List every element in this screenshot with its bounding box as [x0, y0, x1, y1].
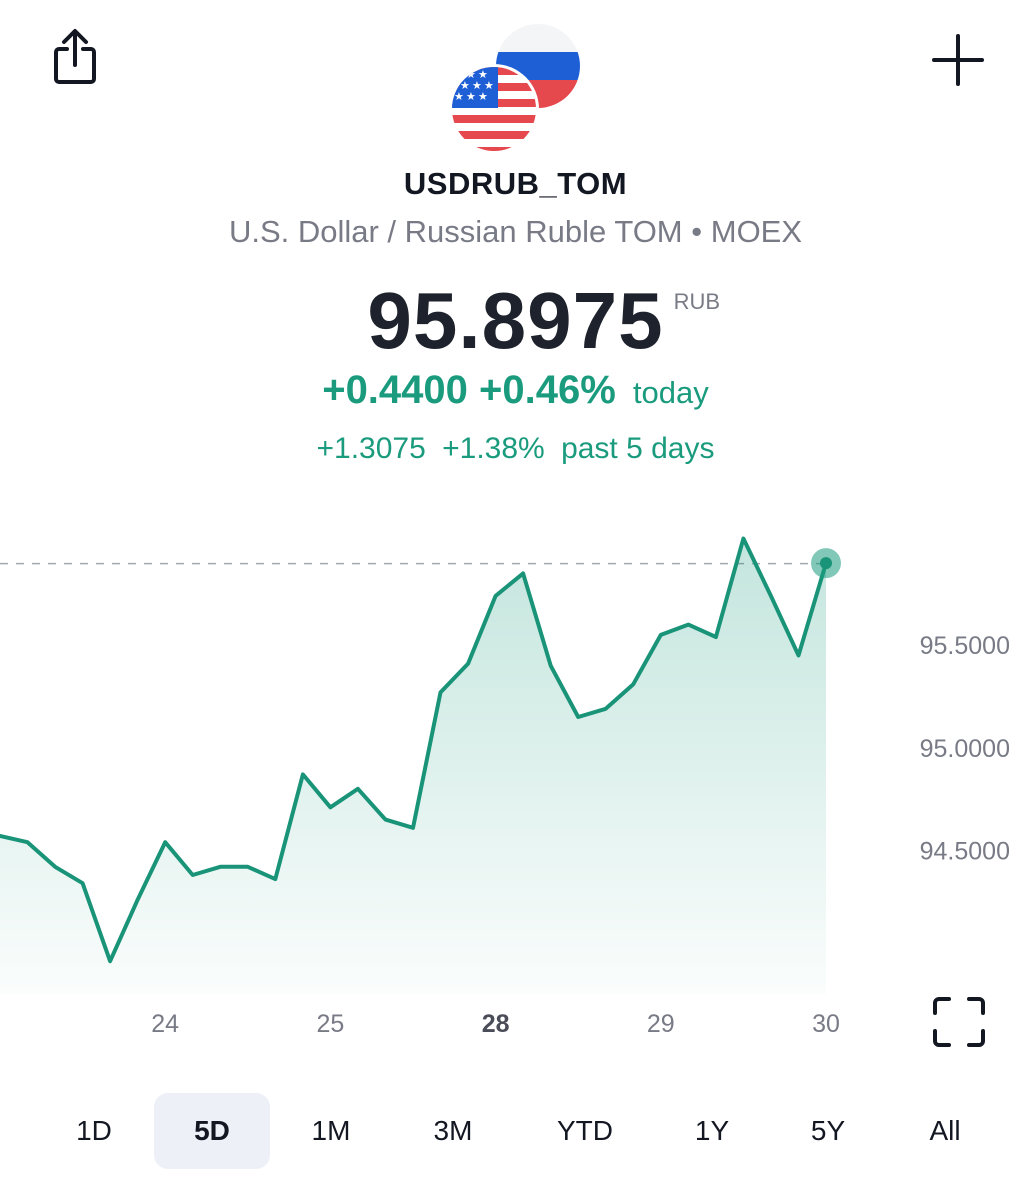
change-period-percent: +1.38% [442, 432, 545, 465]
range-1d-button[interactable]: 1D [76, 1115, 112, 1146]
x-axis-tick-label: 29 [647, 1010, 675, 1038]
svg-text:★: ★ [478, 68, 488, 81]
share-icon [54, 29, 96, 84]
range-1y-button[interactable]: 1Y [694, 1115, 730, 1146]
x-axis-tick-label: 25 [316, 1010, 344, 1038]
svg-text:★: ★ [484, 79, 494, 92]
x-axis-tick-label: 30 [812, 1010, 840, 1038]
share-button[interactable] [40, 22, 110, 92]
currency-label: RUB [673, 289, 721, 314]
y-axis-tick-label: 94.5000 [920, 837, 1010, 865]
separator-dot: • [691, 214, 703, 249]
x-axis-tick-label: 28 [482, 1010, 510, 1038]
last-point-dot [820, 557, 832, 570]
range-all-button[interactable]: All [929, 1115, 961, 1146]
instrument-name: U.S. Dollar / Russian Ruble TOM [228, 214, 683, 249]
usa-flag-icon: ★ ★ ★ ★ ★ ★ ★ ★ ★ [452, 67, 536, 151]
change-today-percent: +0.46% [479, 368, 616, 412]
range-5d-button[interactable]: 5D [154, 1093, 270, 1169]
change-today-value: +0.4400 [322, 368, 468, 412]
change-period-label: past 5 days [561, 432, 715, 465]
x-axis-tick-label: 24 [151, 1010, 179, 1038]
price-row: 95.8975 RUB [0, 275, 1031, 367]
y-axis-tick-label: 95.0000 [920, 735, 1010, 763]
svg-text:★: ★ [460, 79, 470, 92]
svg-text:★: ★ [478, 90, 488, 103]
instrument-description: U.S. Dollar / Russian Ruble TOM • MOEX [0, 214, 1031, 250]
range-ytd-button[interactable]: YTD [557, 1115, 613, 1146]
svg-text:★: ★ [466, 68, 476, 81]
svg-text:★: ★ [454, 90, 464, 103]
plus-icon [932, 34, 984, 86]
y-axis-tick-label: 95.5000 [920, 632, 1010, 660]
change-period-value: +1.3075 [316, 432, 426, 465]
range-3m-button[interactable]: 3M [433, 1115, 473, 1146]
exchange-name: MOEX [710, 214, 803, 249]
change-today: +0.4400 +0.46% today [0, 368, 1031, 413]
change-today-label: today [632, 375, 709, 410]
current-price: 95.8975 [367, 276, 664, 365]
add-to-watchlist-button[interactable] [922, 24, 994, 96]
range-1m-button[interactable]: 1M [311, 1115, 351, 1146]
currency-pair-flags: ★ ★ ★ ★ ★ ★ ★ ★ ★ [449, 24, 580, 154]
price-area [0, 538, 826, 994]
fullscreen-icon [933, 997, 985, 1047]
price-line [0, 536, 828, 964]
range-5y-button[interactable]: 5Y [810, 1115, 846, 1146]
change-period: +1.3075 +1.38% past 5 days [0, 432, 1031, 466]
svg-text:★: ★ [472, 79, 482, 92]
price-chart[interactable]: 95.5000 95.0000 94.5000 24 25 28 29 30 [0, 500, 1031, 1060]
time-range-selector: 1D 5D 1M 3M YTD 1Y 5Y All [35, 1093, 1011, 1169]
svg-text:★: ★ [466, 90, 476, 103]
fullscreen-button[interactable] [926, 993, 992, 1051]
ticker-symbol: USDRUB_TOM [403, 166, 628, 201]
